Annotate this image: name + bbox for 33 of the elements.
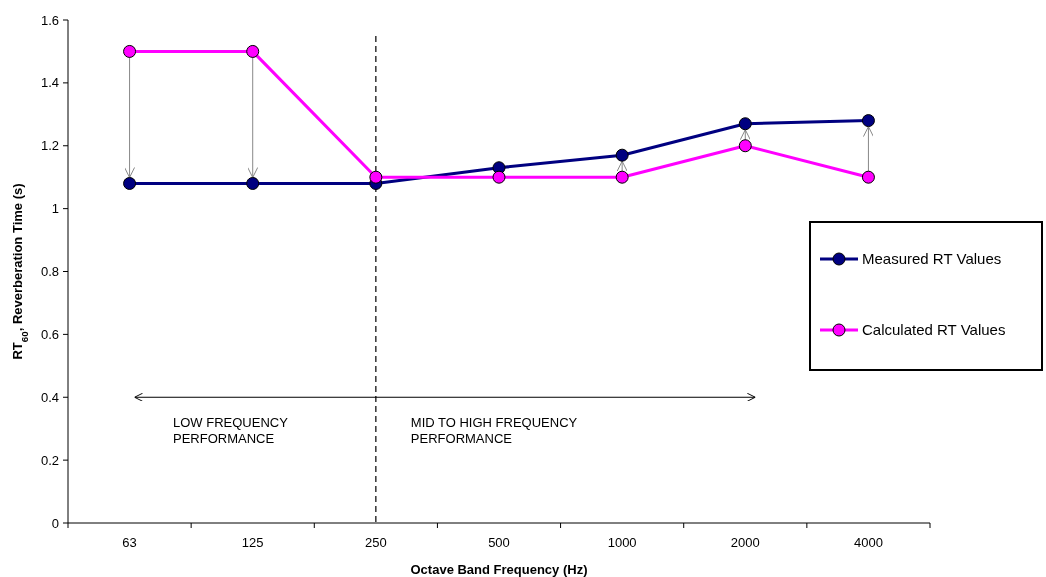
point bbox=[738, 117, 752, 131]
y-tick-label: 1 bbox=[51, 201, 59, 217]
annotation: LOW FREQUENCY PERFORMANCE bbox=[173, 415, 289, 446]
y-tick-label: 1.4 bbox=[40, 75, 59, 91]
point bbox=[369, 170, 383, 184]
point bbox=[123, 44, 137, 58]
point bbox=[738, 139, 752, 153]
point bbox=[246, 44, 260, 58]
x-tick-label: 500 bbox=[488, 535, 510, 550]
x-tick-label: 1000 bbox=[607, 535, 637, 550]
point bbox=[492, 170, 506, 184]
x-tick-label: 63 bbox=[122, 535, 137, 550]
x-axis-title: Octave Band Frequency (Hz) bbox=[410, 562, 588, 577]
legend-label: Measured RT Values bbox=[862, 250, 1002, 268]
point bbox=[615, 148, 629, 162]
y-tick-label: 0.8 bbox=[40, 264, 59, 280]
point bbox=[861, 170, 875, 184]
point bbox=[861, 114, 875, 128]
annotation: MID TO HIGH FREQUENCY PERFORMANCE bbox=[410, 415, 578, 446]
y-tick-label: 1.2 bbox=[40, 138, 59, 154]
x-tick-label: 125 bbox=[241, 535, 264, 550]
legend-label: Calculated RT Values bbox=[862, 321, 1006, 339]
point bbox=[123, 176, 137, 190]
y-tick-label: 0.4 bbox=[40, 389, 59, 405]
y-tick-label: 0.2 bbox=[40, 452, 59, 468]
y-tick-label: 1.6 bbox=[40, 12, 59, 28]
x-tick-label: 2000 bbox=[730, 535, 760, 550]
x-tick-label: 4000 bbox=[853, 535, 883, 550]
y-tick-label: 0.6 bbox=[40, 326, 59, 342]
point bbox=[246, 176, 260, 190]
point bbox=[615, 170, 629, 184]
x-tick-label: 250 bbox=[365, 535, 387, 550]
y-tick-label: 0 bbox=[51, 515, 59, 531]
